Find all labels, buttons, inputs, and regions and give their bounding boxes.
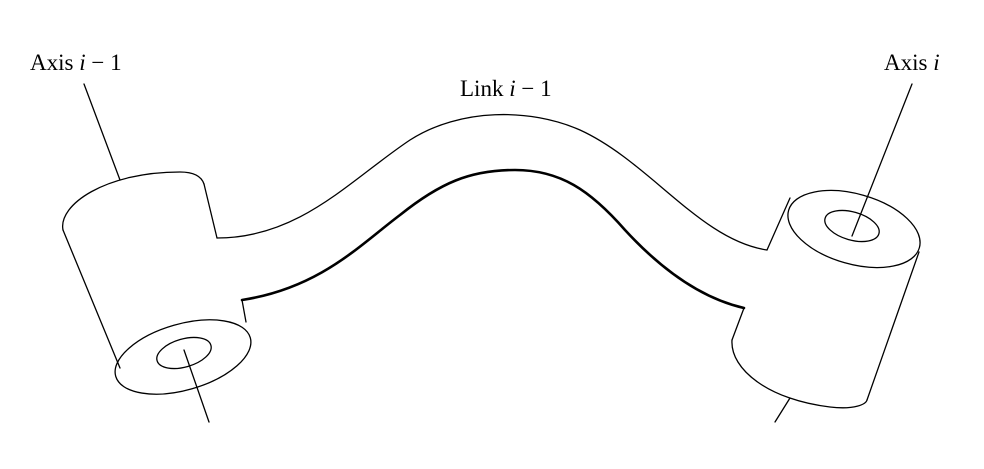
link-lower-edge [242, 170, 744, 308]
axis-right-label-prefix: Axis [884, 50, 933, 75]
link-label-suffix: − 1 [516, 76, 552, 101]
left-cylinder-top-arc [63, 172, 204, 230]
right-cylinder-notch-edge-upper [767, 198, 790, 250]
left-cylinder-side-line [63, 230, 120, 368]
right-cylinder-side-line [867, 252, 919, 400]
axis-left-line-top [84, 84, 120, 180]
axis-right-label: Axis i [884, 51, 940, 74]
axis-right-line-top [852, 84, 912, 236]
link-label: Link i − 1 [460, 77, 552, 100]
axis-left-label: Axis i − 1 [30, 51, 122, 74]
right-cylinder-end-face [779, 177, 929, 282]
right-cylinder-bottom-arc [732, 340, 867, 408]
right-cylinder-notch-edge-lower [732, 308, 744, 340]
axis-left-label-prefix: Axis [30, 50, 79, 75]
axis-left-line-bottom [184, 350, 209, 422]
axis-right-label-var: i [933, 50, 939, 75]
link-left-notch-edge [242, 300, 246, 322]
right-cylinder-bore [821, 205, 883, 247]
left-cylinder-notch-edge [204, 184, 217, 238]
link-upper-edge [217, 115, 767, 250]
left-cylinder-bore [153, 332, 215, 374]
link-label-prefix: Link [460, 76, 509, 101]
axis-left-label-suffix: − 1 [86, 50, 122, 75]
axis-right-line-bottom [775, 398, 790, 422]
left-cylinder-end-face [107, 306, 260, 408]
